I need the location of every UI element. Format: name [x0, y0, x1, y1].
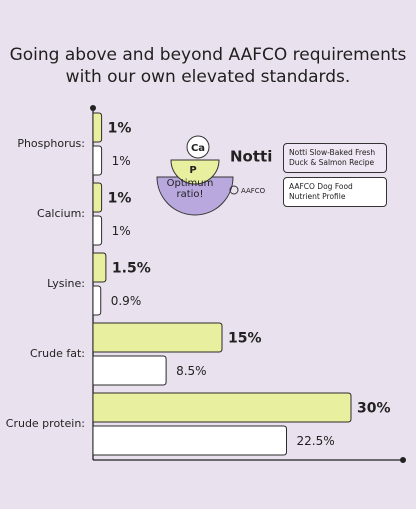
bar: [92, 252, 107, 283]
axis-dot: [400, 457, 406, 463]
bar: [92, 425, 287, 456]
legend-entry: Notti Slow-Baked Fresh Duck & Salmon Rec…: [283, 143, 387, 173]
logo-icon: [229, 185, 239, 195]
value-label: 1%: [108, 121, 132, 137]
bar: [92, 112, 103, 143]
bar: [92, 182, 103, 213]
value-label: 8.5%: [176, 364, 207, 378]
bar: [92, 392, 352, 423]
chart-title: Going above and beyond AAFCO requirement…: [9, 45, 407, 87]
bar: [92, 355, 167, 386]
category-label: Lysine:: [47, 277, 85, 290]
badge-circle: [186, 135, 210, 159]
axis-dot: [90, 105, 96, 111]
legend-entry: AAFCO Dog Food Nutrient Profile: [283, 177, 387, 207]
value-label: 1%: [112, 154, 131, 168]
badge-half: [156, 176, 234, 216]
badge-top: Ca: [191, 143, 205, 154]
value-label: 0.9%: [111, 294, 141, 308]
bar: [92, 322, 223, 353]
bar: [92, 145, 103, 176]
value-label: 1.5%: [112, 261, 151, 277]
bar: [92, 285, 102, 316]
badge-caption: Optimum ratio!: [166, 178, 214, 200]
logo-notti: Notti: [230, 148, 272, 166]
category-label: Crude protein:: [6, 417, 85, 430]
value-label: 30%: [357, 401, 391, 417]
category-label: Phosphorus:: [17, 137, 85, 150]
badge-half: [170, 159, 220, 185]
logo-aafco: AAFCO: [241, 187, 266, 195]
category-label: Calcium:: [37, 207, 85, 220]
category-label: Crude fat:: [30, 347, 85, 360]
value-label: 22.5%: [297, 434, 335, 448]
value-label: 1%: [112, 224, 131, 238]
badge-bottom: P: [189, 165, 196, 176]
bar: [92, 215, 103, 246]
value-label: 15%: [228, 331, 262, 347]
value-label: 1%: [108, 191, 132, 207]
